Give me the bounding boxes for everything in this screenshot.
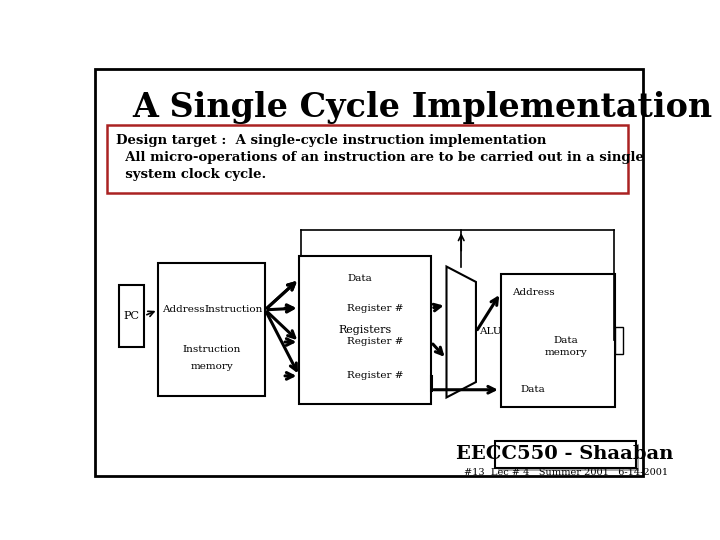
Text: PC: PC xyxy=(124,311,140,321)
Text: #13  Lec # 4   Summer 2001   6-14-2001: #13 Lec # 4 Summer 2001 6-14-2001 xyxy=(464,468,668,477)
Text: memory: memory xyxy=(190,362,233,372)
Text: Register #: Register # xyxy=(347,303,404,313)
Text: ALU: ALU xyxy=(479,327,502,336)
Text: system clock cycle.: system clock cycle. xyxy=(117,167,266,181)
Text: Register #: Register # xyxy=(347,372,404,380)
Bar xyxy=(498,444,639,471)
Text: Design target :  A single-cycle instruction implementation: Design target : A single-cycle instructi… xyxy=(117,134,546,147)
Text: Address: Address xyxy=(512,288,554,297)
Text: memory: memory xyxy=(544,348,588,357)
Bar xyxy=(120,285,144,347)
Bar xyxy=(495,441,636,468)
Bar xyxy=(158,264,265,396)
Bar xyxy=(616,327,624,354)
Bar xyxy=(300,256,431,403)
Text: Data: Data xyxy=(347,274,372,284)
Text: Register #: Register # xyxy=(347,338,404,347)
Text: Data: Data xyxy=(521,385,546,394)
Text: Data: Data xyxy=(554,336,578,345)
Bar xyxy=(107,125,628,193)
Polygon shape xyxy=(446,267,476,397)
Text: EECC550 - Shaaban: EECC550 - Shaaban xyxy=(456,446,674,463)
Text: Registers: Registers xyxy=(338,325,392,335)
Bar xyxy=(500,274,616,407)
Text: Instruction: Instruction xyxy=(205,305,264,314)
Text: A Single Cycle Implementation: A Single Cycle Implementation xyxy=(132,91,713,124)
Text: Address: Address xyxy=(162,305,204,314)
Text: All micro-operations of an instruction are to be carried out in a single: All micro-operations of an instruction a… xyxy=(117,151,644,164)
Text: Instruction: Instruction xyxy=(182,345,241,354)
